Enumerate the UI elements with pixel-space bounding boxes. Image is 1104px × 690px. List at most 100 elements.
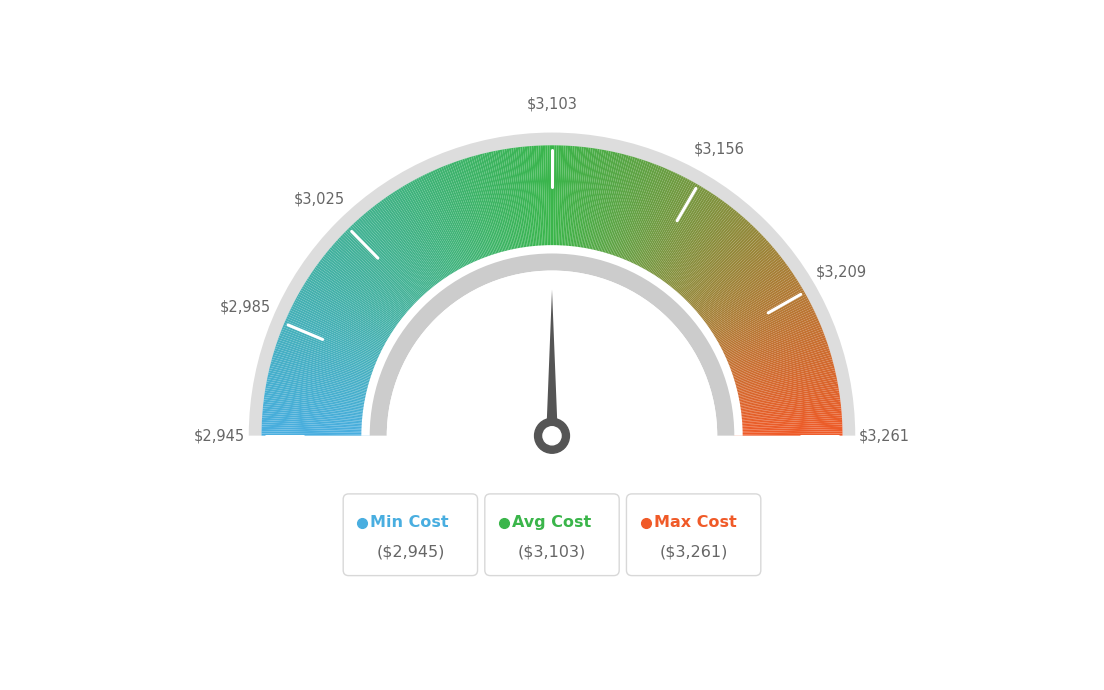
Wedge shape — [331, 246, 415, 318]
Wedge shape — [344, 230, 424, 308]
Wedge shape — [730, 375, 837, 399]
Wedge shape — [300, 288, 395, 344]
Wedge shape — [505, 149, 523, 257]
Wedge shape — [578, 148, 597, 257]
Wedge shape — [566, 146, 577, 255]
Wedge shape — [502, 149, 522, 257]
Wedge shape — [719, 322, 820, 366]
Wedge shape — [607, 159, 641, 263]
Text: Max Cost: Max Cost — [654, 515, 736, 530]
Wedge shape — [328, 249, 413, 320]
Wedge shape — [725, 351, 830, 384]
Wedge shape — [730, 373, 836, 397]
Wedge shape — [688, 242, 769, 316]
Wedge shape — [369, 209, 438, 295]
Wedge shape — [353, 222, 428, 304]
Wedge shape — [482, 153, 510, 259]
Wedge shape — [682, 234, 762, 310]
Wedge shape — [421, 176, 470, 274]
Wedge shape — [266, 384, 373, 404]
Wedge shape — [469, 157, 501, 262]
Wedge shape — [622, 168, 666, 268]
Wedge shape — [676, 222, 751, 304]
Wedge shape — [265, 386, 373, 406]
Wedge shape — [408, 182, 464, 278]
Wedge shape — [726, 355, 831, 386]
Wedge shape — [733, 415, 842, 424]
Wedge shape — [659, 201, 724, 290]
Wedge shape — [672, 218, 746, 301]
Wedge shape — [724, 346, 829, 381]
Wedge shape — [422, 175, 473, 273]
Wedge shape — [665, 208, 734, 294]
Wedge shape — [513, 148, 529, 256]
Wedge shape — [714, 304, 811, 355]
Wedge shape — [631, 175, 682, 273]
Wedge shape — [263, 408, 371, 420]
Wedge shape — [722, 333, 825, 373]
Wedge shape — [264, 393, 372, 410]
Wedge shape — [639, 181, 694, 277]
Wedge shape — [733, 420, 842, 427]
Wedge shape — [556, 146, 561, 255]
Wedge shape — [702, 273, 794, 335]
Wedge shape — [724, 344, 828, 380]
Wedge shape — [363, 213, 435, 297]
Wedge shape — [267, 375, 374, 399]
Wedge shape — [667, 210, 737, 296]
Wedge shape — [644, 184, 700, 279]
Wedge shape — [467, 157, 500, 262]
Wedge shape — [516, 147, 531, 255]
Wedge shape — [658, 199, 723, 289]
Wedge shape — [381, 199, 446, 289]
Wedge shape — [326, 253, 411, 322]
Wedge shape — [719, 320, 819, 365]
Wedge shape — [660, 202, 726, 290]
Wedge shape — [573, 147, 588, 255]
Wedge shape — [308, 276, 401, 337]
Wedge shape — [357, 219, 431, 302]
Wedge shape — [593, 152, 619, 259]
Wedge shape — [555, 146, 559, 254]
Wedge shape — [262, 431, 371, 435]
Wedge shape — [563, 146, 573, 255]
Wedge shape — [385, 197, 448, 287]
Wedge shape — [604, 157, 637, 262]
Wedge shape — [332, 244, 416, 317]
Wedge shape — [278, 335, 382, 374]
Wedge shape — [543, 146, 548, 255]
Wedge shape — [283, 324, 384, 368]
Wedge shape — [688, 244, 772, 317]
Wedge shape — [266, 382, 373, 403]
Wedge shape — [673, 219, 747, 302]
Wedge shape — [478, 155, 507, 260]
Wedge shape — [262, 424, 371, 430]
Wedge shape — [624, 169, 669, 270]
Wedge shape — [656, 197, 719, 287]
Wedge shape — [726, 357, 832, 388]
Wedge shape — [447, 164, 488, 266]
Wedge shape — [662, 205, 730, 293]
Wedge shape — [700, 267, 789, 331]
Wedge shape — [272, 359, 376, 389]
Wedge shape — [603, 157, 635, 262]
Wedge shape — [720, 324, 821, 368]
Wedge shape — [386, 270, 718, 436]
Wedge shape — [522, 146, 535, 255]
Wedge shape — [617, 165, 659, 267]
Wedge shape — [297, 294, 393, 348]
Wedge shape — [396, 189, 456, 282]
Wedge shape — [728, 362, 834, 391]
Wedge shape — [264, 400, 372, 415]
Wedge shape — [733, 429, 842, 433]
Polygon shape — [212, 436, 892, 690]
Wedge shape — [731, 384, 838, 404]
Wedge shape — [527, 146, 538, 255]
Wedge shape — [274, 351, 379, 384]
Wedge shape — [714, 306, 813, 356]
Wedge shape — [284, 322, 385, 366]
Wedge shape — [285, 318, 386, 364]
Wedge shape — [575, 148, 591, 256]
Wedge shape — [657, 198, 721, 288]
Wedge shape — [619, 166, 661, 268]
